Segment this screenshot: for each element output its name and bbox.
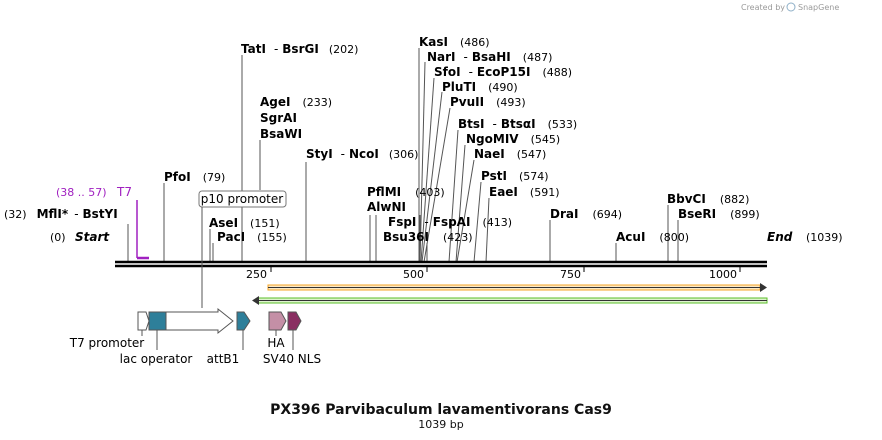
svg-text:KasI(486): KasI (486) [419,35,490,49]
enzyme-pflmi[interactable]: PflMI (403) [367,185,445,199]
map-length: 1039 bp [418,418,463,431]
svg-text:AgeI(233): AgeI (233) [260,95,332,109]
enzyme-paci[interactable]: PacI (155) [217,230,287,244]
svg-text:PacI(155): PacI (155) [217,230,287,244]
svg-text:NgoMIV(545): NgoMIV (545) [466,132,560,146]
enzyme-mlfi[interactable]: (32) MflI* - BstYI [4,207,118,221]
cut-line-btsi [448,129,459,263]
credit-text: Created by [741,3,785,12]
enzyme-bsawi[interactable]: BsaWI [260,127,302,141]
enzyme-styi[interactable]: StyI - NcoI (306) [306,147,418,161]
cut-lines [127,48,679,263]
svg-text:DraI(694): DraI (694) [550,207,622,221]
enzyme-agei[interactable]: AgeI (233) [260,95,332,109]
svg-text:T7 promoter: T7 promoter [69,336,145,350]
ruler-label-1000: 1000 [709,268,737,281]
enzyme-pluti[interactable]: PluTI (490) [442,80,518,94]
primer-t7[interactable]: (38 .. 57) T7 [56,185,149,260]
svg-text:BbvCI(882): BbvCI (882) [667,192,749,206]
cut-line-pluti [421,91,443,263]
svg-text:AcuI(800): AcuI (800) [616,230,689,244]
enzyme-tati[interactable]: TatI - BsrGI (202) [241,42,358,56]
svg-text:AseI(151): AseI (151) [209,216,280,230]
snapgene-logo: SnapGene [786,2,839,12]
svg-text:Bsu36I(423): Bsu36I (423) [383,230,473,244]
svg-text:PluTI(490): PluTI (490) [442,80,518,94]
svg-text:SV40 NLS: SV40 NLS [263,352,321,366]
svg-text:lac operator: lac operator [120,352,193,366]
cut-line-pvuii [423,107,451,263]
svg-text:FspI-FspAI(413): FspI - FspAI (413) [388,215,512,229]
sequence-start: (0) Start [50,230,110,244]
enzyme-bseri[interactable]: BseRI (899) [678,207,760,221]
orf-reverse-arrow[interactable] [252,296,768,305]
cut-line-ngomiv [455,144,466,263]
enzyme-bsu36i[interactable]: Bsu36I (423) [383,230,473,244]
feature-t7-promoter[interactable]: T7 promoter [69,311,150,350]
feature-lac-operator[interactable]: lac operator [120,311,193,366]
svg-text:(1039): (1039) [806,231,843,244]
ruler-label-250: 250 [246,268,267,281]
enzyme-pfoi[interactable]: PfoI (79) [164,170,225,184]
enzyme-kasi[interactable]: KasI (486) [419,35,490,49]
dna-backbone [115,260,767,272]
enzyme-fspi[interactable]: FspI - FspAI (413) [388,215,512,229]
svg-text:BseRI(899): BseRI (899) [678,207,760,221]
feature-sv40-nls[interactable]: SV40 NLS [263,311,321,366]
primer-t7-pos: (38 .. 57) [56,186,107,199]
cut-line-nari [419,61,426,263]
svg-text:attB1: attB1 [207,352,240,366]
svg-text:StyI-NcoI(306): StyI - NcoI (306) [306,147,418,161]
svg-text:End: End [767,230,793,244]
cut-line-naei [456,159,475,263]
cut-line-eaei [485,197,490,263]
svg-text:PstI(574): PstI (574) [481,169,549,183]
enzyme-psti[interactable]: PstI (574) [481,169,549,183]
ruler-label-500: 500 [403,268,424,281]
enzyme-eaei[interactable]: EaeI (591) [489,185,560,199]
enzyme-nari[interactable]: NarI - BsaHI (487) [427,50,552,64]
sequence-end: End (1039) [767,230,843,244]
feature-p10-promoter[interactable]: p10 promoter [198,190,287,308]
brand-text: SnapGene [798,3,839,12]
enzyme-sgrai[interactable]: SgrAI [260,111,297,125]
enzyme-asei[interactable]: AseI (151) [209,216,280,230]
enzyme-acui[interactable]: AcuI (800) [616,230,689,244]
svg-text:p10 promoter: p10 promoter [201,192,283,206]
enzyme-pvuii[interactable]: PvuII (493) [450,95,526,109]
svg-text:PvuII(493): PvuII (493) [450,95,526,109]
svg-text:HA: HA [267,336,285,350]
svg-text:Start: Start [75,230,110,244]
primer-t7-label: T7 [116,185,132,199]
svg-text:(0): (0) [50,231,66,244]
svg-text:PfoI(79): PfoI (79) [164,170,225,184]
feature-p10-arrow[interactable] [165,307,234,335]
enzyme-alwni[interactable]: AlwNI [367,200,406,214]
svg-text:TatI-BsrGI(202): TatI - BsrGI (202) [241,42,358,56]
enzyme-drai[interactable]: DraI (694) [550,207,622,221]
svg-text:EaeI(591): EaeI (591) [489,185,560,199]
enzyme-sfoi[interactable]: SfoI - EcoP15I (488) [434,65,572,79]
cut-line-psti [473,181,482,263]
map-title: PX396 Parvibaculum lavamentivorans Cas9 [270,402,612,418]
svg-text:SfoI-EcoP15I(488): SfoI - EcoP15I (488) [434,65,572,79]
enzyme-btsi[interactable]: BtsI - BtsαI (533) [458,117,577,131]
svg-text:NarI-BsaHI(487): NarI - BsaHI (487) [427,50,552,64]
svg-text:(32)MflI*-BstYI: (32) MflI* - BstYI [4,207,118,221]
enzyme-naei[interactable]: NaeI (547) [474,147,546,161]
svg-text:NaeI(547): NaeI (547) [474,147,546,161]
svg-text:PflMI(403): PflMI (403) [367,185,445,199]
enzyme-bbvci[interactable]: BbvCI (882) [667,192,749,206]
svg-text:BtsI-BtsαI(533): BtsI - BtsαI (533) [458,117,577,131]
ruler-label-750: 750 [560,268,581,281]
orf-forward-arrow[interactable] [267,283,767,292]
feature-ha[interactable]: HA [267,311,287,350]
enzyme-ngomiv[interactable]: NgoMIV (545) [466,132,560,146]
feature-attb1[interactable]: attB1 [207,311,251,366]
cut-line-sfoi [420,77,435,263]
